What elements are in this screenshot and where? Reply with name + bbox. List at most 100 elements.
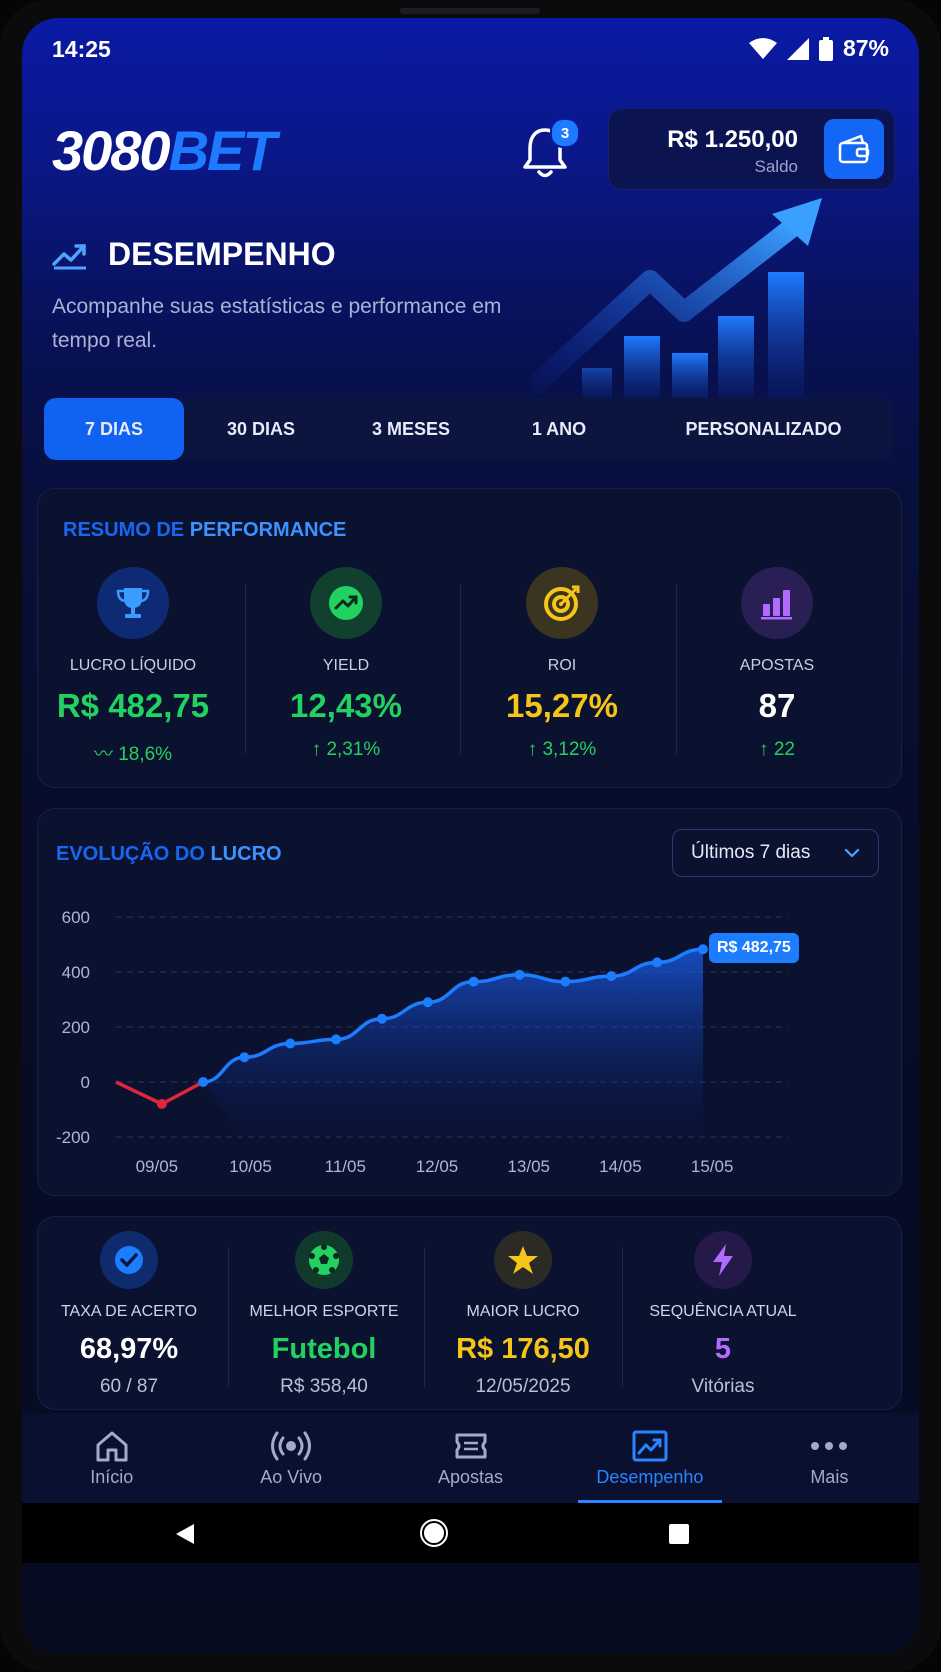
highlight-label: MELHOR ESPORTE [249,1303,399,1320]
data-point [156,1099,167,1109]
nav-inicio[interactable]: Início [22,1413,201,1503]
highlight-value: 68,97% [79,1333,179,1365]
divider [424,1247,425,1387]
stat-change: ↑ 2,31% [246,739,446,761]
arrow-up-icon: ↑ [759,739,774,760]
highlight-value: 5 [714,1333,732,1365]
notification-badge: 3 [550,118,580,148]
data-point [422,997,433,1008]
arrow-up-icon: ↑ [311,739,327,760]
highlight-label: MAIOR LUCRO [466,1303,580,1320]
stat-value: 12,43% [290,687,402,724]
app-logo[interactable]: 3080BET [52,118,277,183]
growth-illustration [532,198,822,408]
data-point [514,969,525,980]
trend-up-icon [310,567,382,639]
profit-line-chart: 600 400 200 0 -200 09/05 10/05 11/05 12/05 13/05 1… [56,908,788,1176]
highlight-label: SEQUÊNCIA ATUAL [649,1303,797,1320]
balance-card[interactable]: R$ 1.250,00 Saldo [608,108,895,190]
more-icon [811,1441,848,1450]
performance-summary-card: RESUMO DE PERFORMANCE LUCRO LÍQUIDO R$ 4… [37,488,902,788]
back-icon[interactable] [174,1522,196,1546]
data-point [652,957,663,968]
stat-change: ↑ 22 [677,739,877,761]
chart-title-a: EVOLUÇÃO DO [56,843,205,865]
target-icon [526,567,598,639]
data-point [285,1038,296,1049]
speaker-grille [400,8,540,14]
bar-chart-icon [741,567,813,639]
tab-7-dias[interactable]: 7 DIAS [44,398,184,460]
nav-apostas[interactable]: Apostas [381,1413,560,1503]
x-tick-label: 13/05 [507,1157,550,1176]
stat-change-value: 18,6% [118,744,173,765]
highlight-sub: R$ 358,40 [280,1376,368,1397]
x-tick-label: 11/05 [325,1157,366,1176]
y-tick-label: 0 [81,1073,90,1092]
divider [622,1247,623,1387]
page-heading: DESEMPENHO [52,236,336,273]
tab-3-meses[interactable]: 3 MESES [371,418,451,439]
tab-personalizado[interactable]: PERSONALIZADO [685,418,842,439]
signal-icon [786,37,809,60]
stat-change-value: 22 [773,739,795,760]
y-tick-label: 200 [62,1018,90,1037]
period-tabs: 7 DIAS 30 DIAS 3 MESES 1 ANO PERSONALIZA… [44,398,893,460]
ticket-icon [455,1433,487,1458]
last-value-tag: R$ 482,75 [708,933,799,964]
home-circle-icon[interactable] [419,1518,449,1548]
profit-area-fill [203,949,703,1139]
app-screen: 14:25 87% 3080BET 3 R$ 1.250,00 Saldo [22,18,919,1654]
star-icon [494,1231,552,1289]
stat-label: APOSTAS [739,657,815,674]
stat-apostas: APOSTAS 87 ↑ 22 [677,567,877,761]
highlight-melhor-esporte: MELHOR ESPORTE Futebol R$ 358,40 [224,1231,424,1398]
chart-title-b: LUCRO [210,843,282,865]
stat-value: 15,27% [506,687,618,724]
period-dropdown[interactable]: Últimos 7 dias [672,829,879,877]
divider [460,584,461,754]
summary-title-b: PERFORMANCE [189,519,347,541]
nav-ao-vivo[interactable]: Ao Vivo [201,1413,380,1503]
stat-change-value: 2,31% [326,739,381,760]
nav-mais[interactable]: Mais [740,1413,919,1503]
stat-change: 〰 18,6% [33,739,233,766]
trophy-icon [97,567,169,639]
stat-change: ↑ 3,12% [462,739,662,761]
logo-text-blue: BET [168,119,277,182]
recents-icon[interactable] [668,1523,690,1545]
y-tick-label: 400 [62,963,90,982]
stat-label: YIELD [322,657,370,674]
x-tick-label: 10/05 [229,1157,272,1176]
nav-desempenho[interactable]: Desempenho [560,1413,739,1503]
bottom-navigation: Início Ao Vivo Apostas Desempenho Mais [22,1413,919,1503]
chevron-down-icon [844,848,860,858]
balance-label: Saldo [754,157,798,176]
highlights-card: TAXA DE ACERTO 68,97% 60 / 87 MELHOR ESP… [37,1216,902,1410]
x-tick-label: 12/05 [416,1157,459,1176]
divider [228,1247,229,1387]
y-tick-label: 600 [62,908,90,927]
wallet-button[interactable] [824,119,884,179]
system-navigation-bar [22,1503,919,1563]
status-icons: 87% [748,35,889,62]
stat-lucro-liquido: LUCRO LÍQUIDO R$ 482,75 〰 18,6% [33,567,233,766]
tab-30-dias[interactable]: 30 DIAS [226,418,296,439]
tab-1-ano[interactable]: 1 ANO [531,418,587,439]
y-tick-label: -200 [56,1128,90,1147]
x-tick-label: 14/05 [599,1157,642,1176]
divider [676,584,677,754]
highlight-sub: 60 / 87 [99,1376,159,1397]
trend-line-icon [52,243,86,269]
highlight-value: R$ 176,50 [456,1333,590,1365]
chart-icon [632,1430,668,1461]
nav-label: Mais [810,1466,849,1487]
logo-text-white: 3080 [52,119,171,182]
nav-label: Ao Vivo [260,1466,322,1487]
highlight-sub: 12/05/2025 [475,1376,571,1397]
data-point [468,976,479,987]
live-icon [271,1431,312,1460]
stat-label: LUCRO LÍQUIDO [69,657,197,674]
data-point [376,1013,387,1024]
divider [245,584,246,754]
